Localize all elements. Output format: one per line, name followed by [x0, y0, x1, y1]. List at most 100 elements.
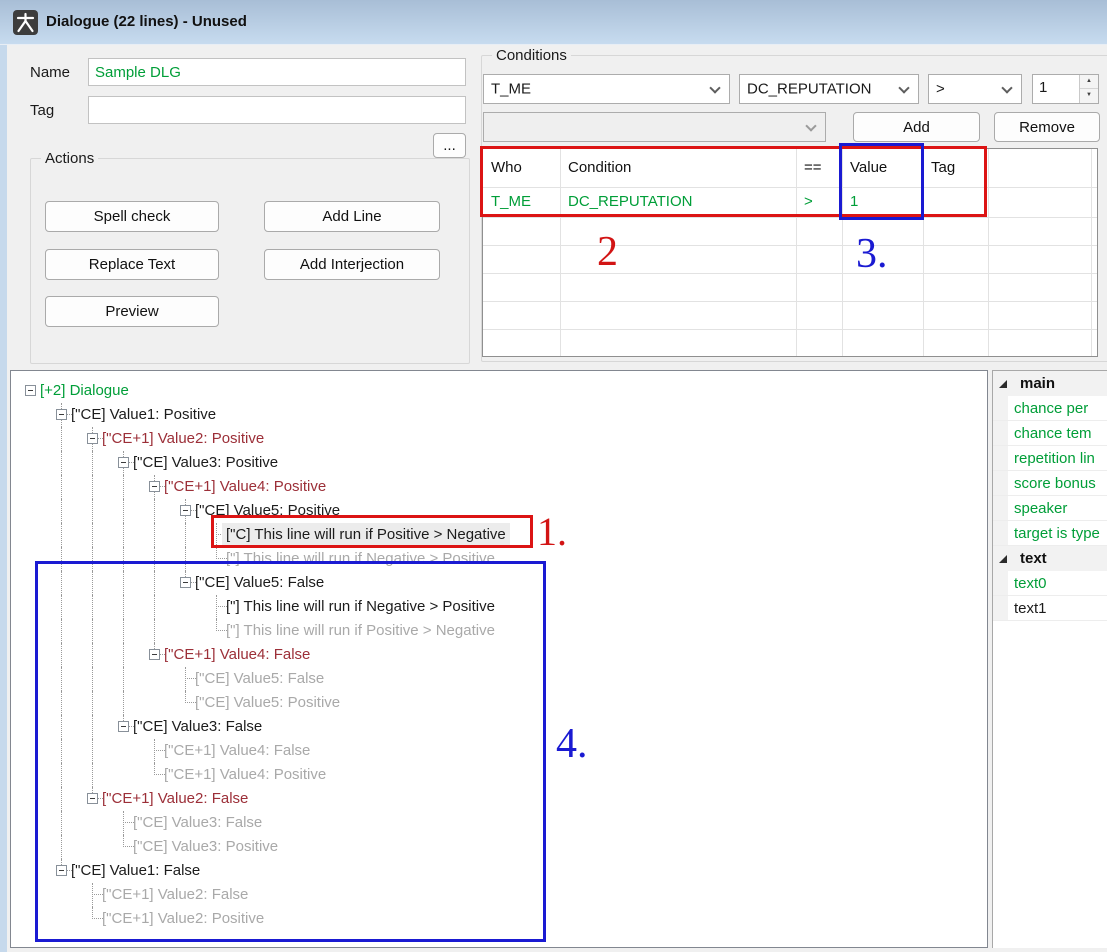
property-row[interactable]: target is type: [993, 521, 1107, 546]
operator-combo-value: >: [936, 80, 945, 98]
collapse-triangle-icon[interactable]: [999, 555, 1007, 563]
chevron-down-icon: [898, 82, 910, 94]
replace-text-button[interactable]: Replace Text: [45, 249, 219, 280]
operator-combo[interactable]: >: [928, 74, 1022, 104]
name-input[interactable]: [88, 58, 466, 86]
property-row[interactable]: chance per: [993, 396, 1107, 421]
collapse-box-icon[interactable]: [56, 409, 67, 420]
tree-node[interactable]: ["CE+1] Value4: False: [11, 739, 987, 763]
column-header[interactable]: Value: [850, 159, 888, 176]
spinner-down-icon[interactable]: ▼: [1080, 89, 1098, 103]
property-row[interactable]: speaker: [993, 496, 1107, 521]
tree-connector: [92, 907, 93, 919]
column-header[interactable]: ==: [804, 159, 822, 176]
ellipsis-button[interactable]: ...: [433, 133, 466, 158]
tree-guide-line: [92, 619, 93, 643]
tree-node[interactable]: ["C] This line will run if Positive > Ne…: [11, 523, 987, 547]
property-category[interactable]: text: [993, 546, 1107, 571]
tree-node[interactable]: ["CE] Value3: False: [11, 811, 987, 835]
tree-connector: [185, 678, 196, 679]
tag-input[interactable]: [88, 96, 466, 124]
table-cell[interactable]: DC_REPUTATION: [568, 193, 693, 210]
property-row[interactable]: repetition lin: [993, 446, 1107, 471]
preview-button[interactable]: Preview: [45, 296, 219, 327]
tree-node[interactable]: ["CE+1] Value4: False: [11, 643, 987, 667]
tree-node[interactable]: ["CE+1] Value2: Positive: [11, 907, 987, 931]
tree-node[interactable]: ["CE] Value1: False: [11, 859, 987, 883]
add-interjection-button[interactable]: Add Interjection: [264, 249, 440, 280]
tree-guide-line: [92, 571, 93, 595]
column-header[interactable]: Who: [491, 159, 522, 176]
tree-node[interactable]: [+2] Dialogue: [11, 379, 987, 403]
property-row[interactable]: chance tem: [993, 421, 1107, 446]
tree-node[interactable]: ["CE+1] Value2: False: [11, 883, 987, 907]
tree-node[interactable]: ["] This line will run if Positive > Neg…: [11, 619, 987, 643]
who-combo[interactable]: T_ME: [483, 74, 730, 104]
tree-guide-line: [92, 763, 93, 787]
tree-connector: [154, 774, 165, 775]
value-spinner[interactable]: 1 ▲ ▼: [1032, 74, 1099, 104]
grid-line: [483, 217, 1097, 218]
condition-combo[interactable]: DC_REPUTATION: [739, 74, 919, 104]
property-row[interactable]: text1: [993, 596, 1107, 621]
tree-node[interactable]: ["CE+1] Value2: Positive: [11, 427, 987, 451]
tree-node[interactable]: ["CE] Value5: False: [11, 667, 987, 691]
tree-node[interactable]: ["CE] Value1: Positive: [11, 403, 987, 427]
collapse-box-icon[interactable]: [180, 577, 191, 588]
grid-line: [483, 273, 1097, 274]
add-line-button[interactable]: Add Line: [264, 201, 440, 232]
tree-node[interactable]: ["] This line will run if Negative > Pos…: [11, 595, 987, 619]
person-glyph: [16, 12, 35, 33]
property-row[interactable]: score bonus: [993, 471, 1107, 496]
collapse-box-icon[interactable]: [118, 457, 129, 468]
property-row[interactable]: text0: [993, 571, 1107, 596]
extra-combo[interactable]: [483, 112, 826, 142]
tree-node[interactable]: ["CE] Value3: False: [11, 715, 987, 739]
tree-node-label: ["CE] Value1: Positive: [71, 406, 217, 423]
tree-node[interactable]: ["CE+1] Value2: False: [11, 787, 987, 811]
annotation-label-1: 1.: [537, 509, 567, 554]
tree-guide-line: [61, 643, 62, 667]
property-category[interactable]: main: [993, 371, 1107, 396]
table-cell[interactable]: T_ME: [491, 193, 532, 210]
collapse-box-icon[interactable]: [180, 505, 191, 516]
table-cell[interactable]: 1: [850, 193, 859, 210]
collapse-box-icon[interactable]: [149, 649, 160, 660]
tree-node-label: ["CE] Value3: Positive: [133, 454, 279, 471]
tree-guide-line: [61, 691, 62, 715]
property-grid[interactable]: main chance per chance tem repetition lin sc…: [992, 370, 1107, 948]
remove-condition-button[interactable]: Remove: [994, 112, 1100, 142]
tree-node[interactable]: ["CE+1] Value4: Positive: [11, 763, 987, 787]
collapse-triangle-icon[interactable]: [999, 380, 1007, 388]
tree-node-label: ["CE+1] Value4: Positive: [164, 766, 327, 783]
tree-node[interactable]: ["CE] Value5: Positive: [11, 499, 987, 523]
tree-connector: [185, 702, 196, 703]
spell-check-button[interactable]: Spell check: [45, 201, 219, 232]
table-cell[interactable]: >: [804, 193, 813, 210]
grid-line: [483, 245, 1097, 246]
property-label: chance tem: [1014, 425, 1092, 442]
tree-node[interactable]: ["CE] Value5: Positive: [11, 691, 987, 715]
spinner-up-icon[interactable]: ▲: [1080, 75, 1098, 89]
collapse-box-icon[interactable]: [87, 433, 98, 444]
grid-line: [796, 149, 797, 356]
actions-group-label: Actions: [41, 150, 99, 167]
tree-guide-line: [92, 739, 93, 763]
tree-node[interactable]: ["CE] Value5: False: [11, 571, 987, 595]
collapse-box-icon[interactable]: [56, 865, 67, 876]
tree-node[interactable]: ["CE] Value3: Positive: [11, 451, 987, 475]
collapse-box-icon[interactable]: [87, 793, 98, 804]
collapse-box-icon[interactable]: [25, 385, 36, 396]
app-icon[interactable]: [13, 10, 38, 35]
conditions-table[interactable]: Who Condition == Value Tag T_ME DC_REPUTATION >…: [482, 148, 1098, 357]
collapse-box-icon[interactable]: [118, 721, 129, 732]
tree-node[interactable]: ["CE] Value3: Positive: [11, 835, 987, 859]
collapse-box-icon[interactable]: [149, 481, 160, 492]
column-header[interactable]: Tag: [931, 159, 956, 176]
chevron-down-icon: [805, 120, 817, 132]
dialogue-tree[interactable]: [+2] Dialogue ["CE] Value1: Positive ["CE+…: [10, 370, 988, 948]
tree-node[interactable]: ["CE+1] Value4: Positive: [11, 475, 987, 499]
add-condition-button[interactable]: Add: [853, 112, 980, 142]
column-header[interactable]: Condition: [568, 159, 632, 176]
grid-line: [988, 149, 989, 356]
